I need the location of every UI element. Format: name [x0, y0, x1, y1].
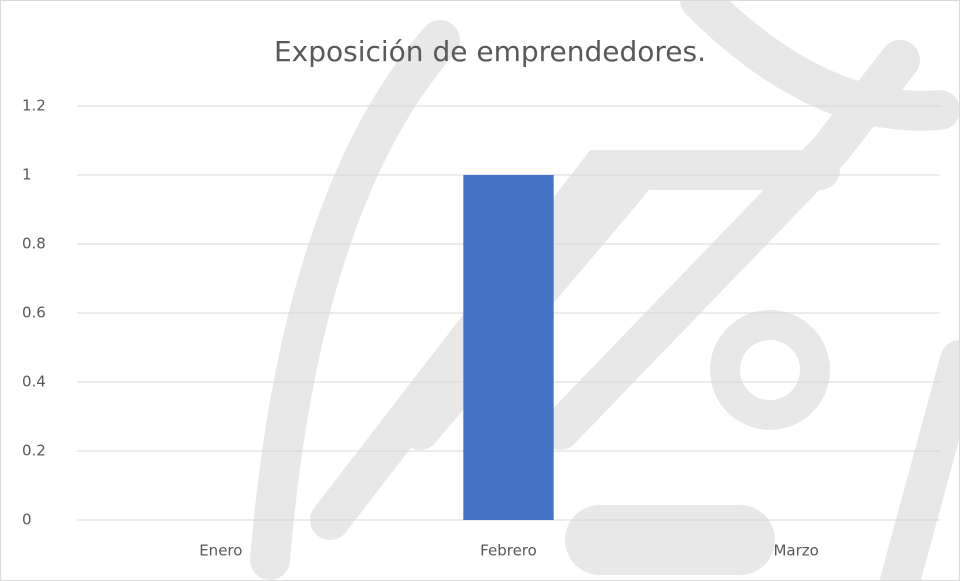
y-tick-label: 1	[22, 166, 32, 184]
x-tick-label: Enero	[199, 542, 242, 560]
y-tick-label: 1.2	[22, 97, 46, 115]
x-tick-label: Febrero	[480, 542, 537, 560]
y-tick-label: 0.8	[22, 235, 46, 253]
x-tick-label: Marzo	[773, 542, 818, 560]
watermark	[270, 0, 960, 581]
bar	[463, 175, 553, 520]
y-tick-label: 0	[22, 511, 32, 529]
y-tick-label: 0.4	[22, 373, 46, 391]
chart: Exposición de emprendedores. 0 0.2 0.4 0.6 0…	[0, 0, 960, 581]
y-tick-label: 0.6	[22, 304, 46, 322]
chart-title: Exposición de emprendedores.	[274, 35, 706, 68]
y-tick-label: 0.2	[22, 442, 46, 460]
